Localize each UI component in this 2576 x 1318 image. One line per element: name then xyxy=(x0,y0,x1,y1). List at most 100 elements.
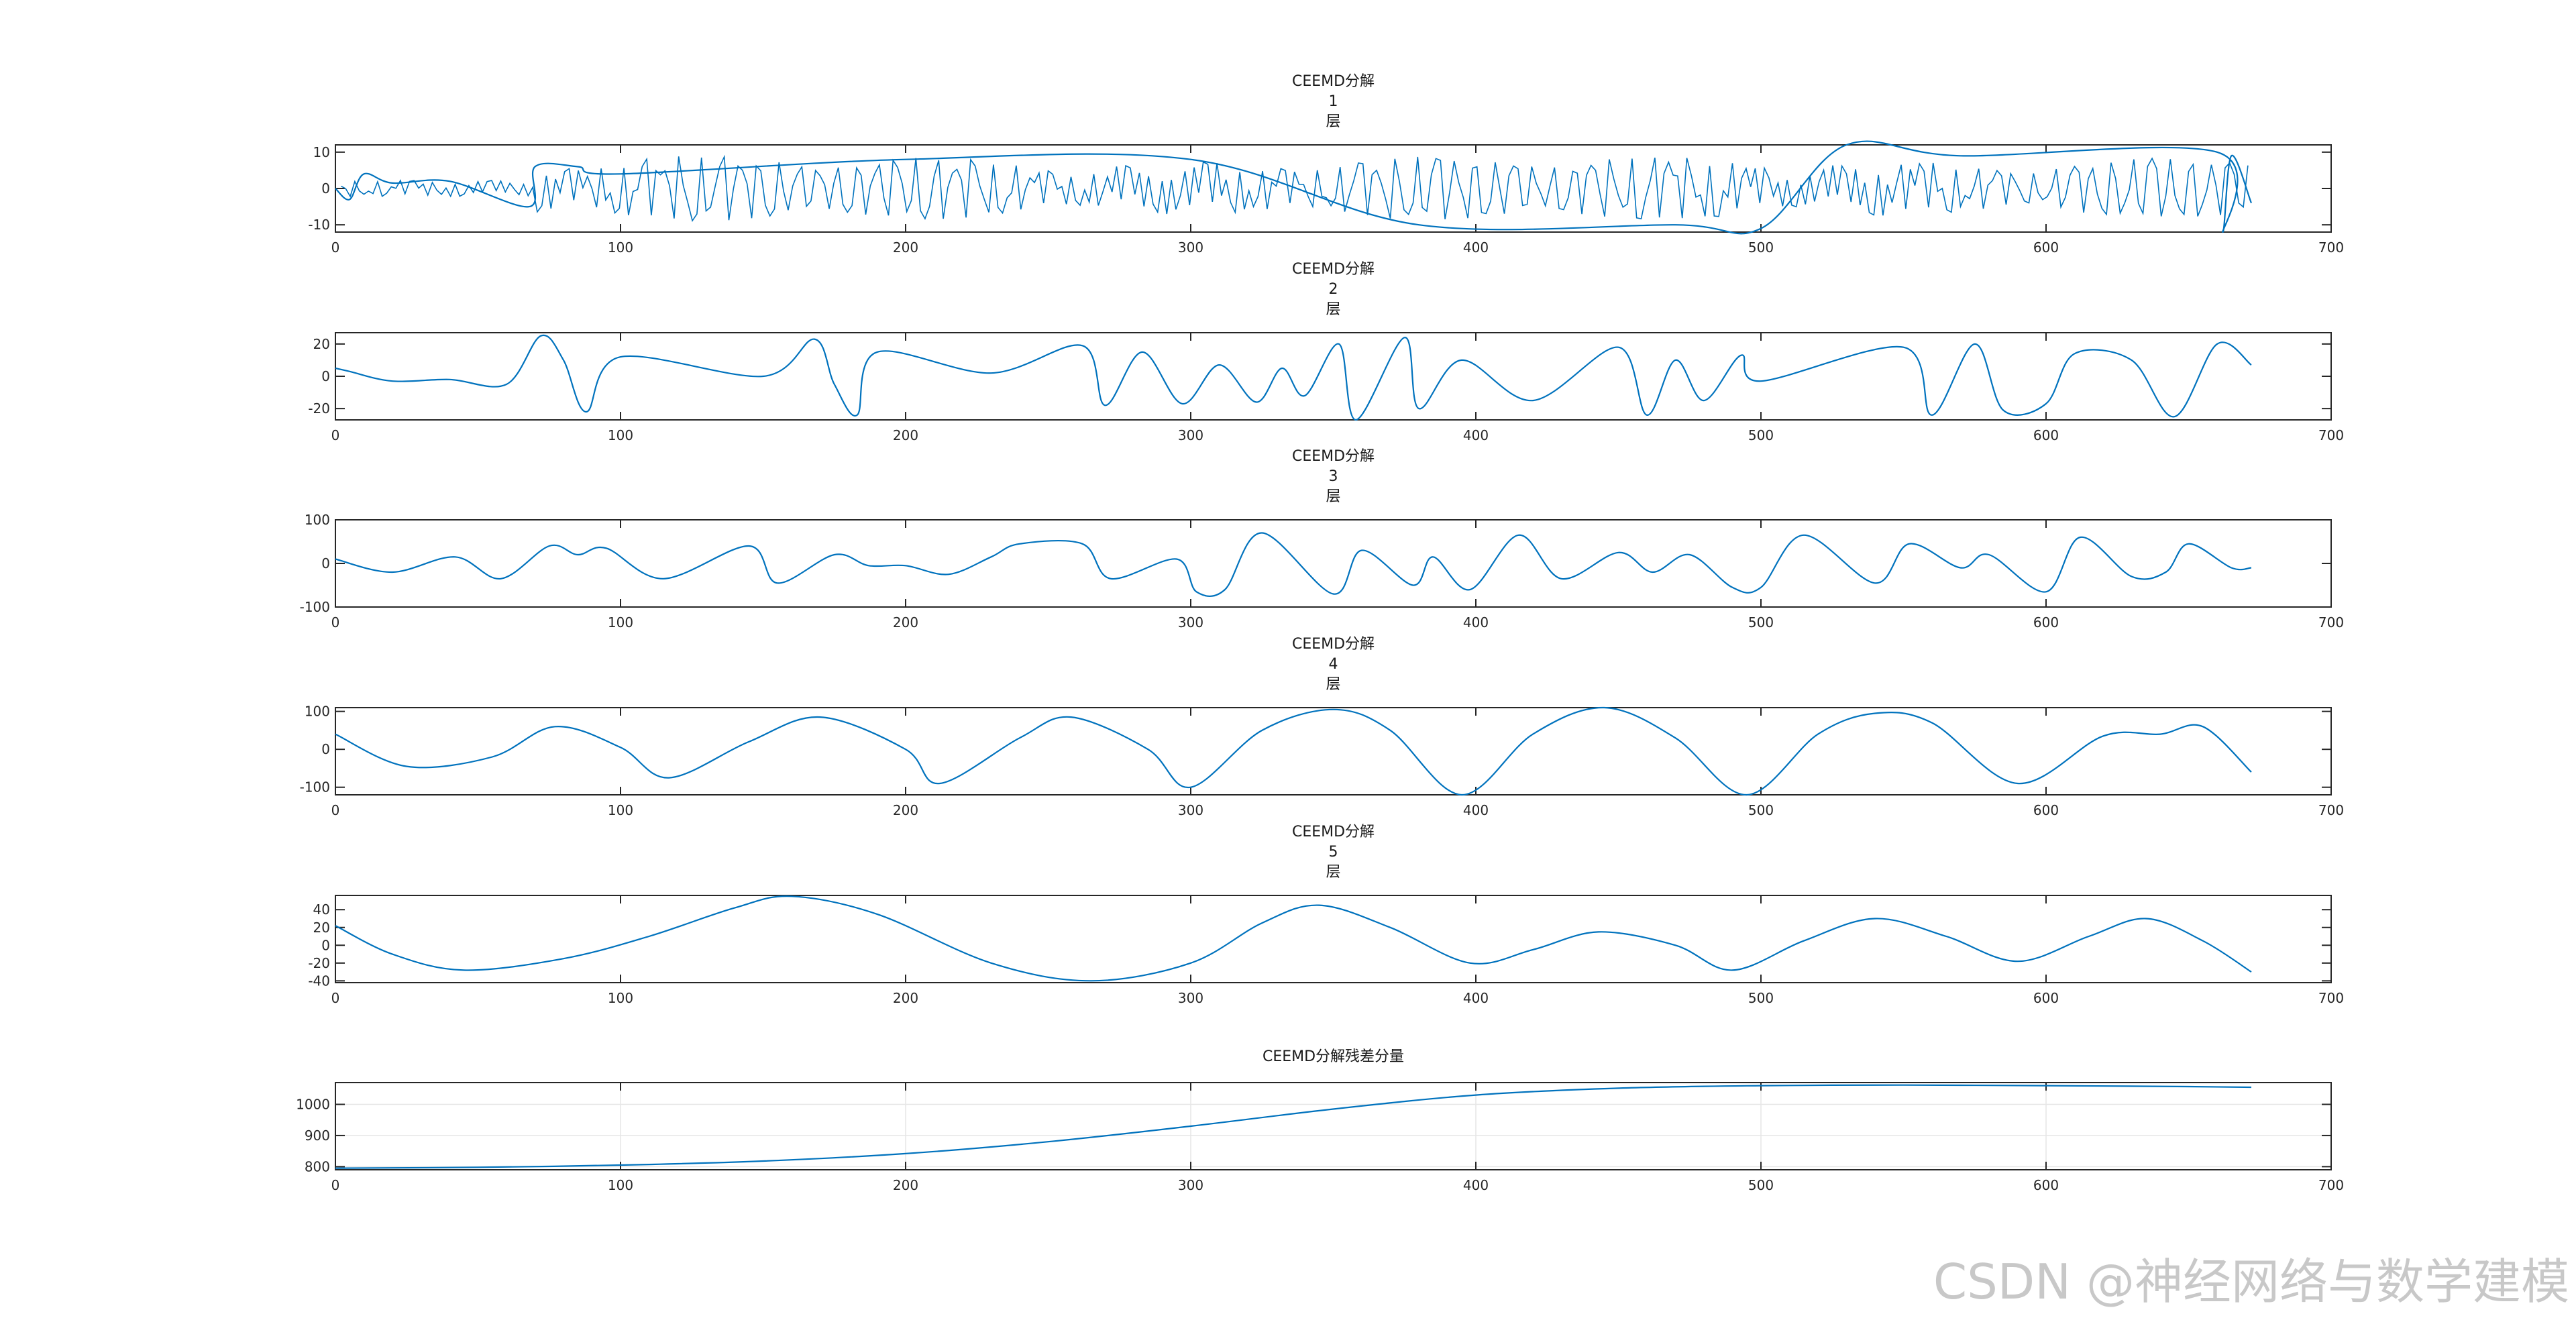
x-tick-label: 300 xyxy=(1178,427,1203,443)
subplot-title-line: CEEMD分解残差分量 xyxy=(1263,1048,1404,1065)
axes-frame xyxy=(335,144,2332,233)
series-line xyxy=(335,334,2252,421)
y-tick-label: 1000 xyxy=(296,1097,330,1113)
x-tick-label: 300 xyxy=(1178,990,1203,1006)
subplot-title-line: CEEMD分解 xyxy=(1292,73,1375,90)
x-tick-label: 100 xyxy=(608,990,633,1006)
x-tick-label: 600 xyxy=(2033,239,2059,256)
x-tick-label: 400 xyxy=(1463,802,1489,818)
x-tick-label: 700 xyxy=(2318,614,2344,630)
subplot-title-line: CEEMD分解 xyxy=(1292,448,1375,465)
subplot-title-line: 5 xyxy=(1329,844,1338,861)
x-tick-label: 400 xyxy=(1463,614,1489,630)
series-line xyxy=(335,140,2253,235)
x-tick-label: 200 xyxy=(893,239,918,256)
x-tick-label: 600 xyxy=(2033,614,2059,630)
x-tick-label: 400 xyxy=(1463,1177,1489,1193)
y-tick-label: -10 xyxy=(308,217,330,233)
y-tick-label: 100 xyxy=(305,704,330,720)
x-tick-label: 500 xyxy=(1748,802,1774,818)
y-tick-label: 100 xyxy=(305,512,330,528)
x-tick-label: 700 xyxy=(2318,239,2344,256)
subplot-title-line: CEEMD分解 xyxy=(1292,824,1375,840)
subplot-title-line: CEEMD分解 xyxy=(1292,261,1375,278)
x-tick-label: 0 xyxy=(331,1177,340,1193)
y-tick-label: 0 xyxy=(321,937,330,953)
y-tick-label: 0 xyxy=(321,741,330,757)
x-tick-label: 600 xyxy=(2033,990,2059,1006)
y-tick-label: 40 xyxy=(313,901,330,918)
x-tick-label: 500 xyxy=(1748,1177,1774,1193)
y-tick-label: 800 xyxy=(305,1158,330,1174)
x-tick-label: 400 xyxy=(1463,427,1489,443)
x-tick-label: 300 xyxy=(1178,239,1203,256)
subplot-title-line: 4 xyxy=(1329,656,1338,673)
subplot-title-line: CEEMD分解 xyxy=(1292,636,1375,653)
series-line xyxy=(335,532,2252,598)
subplot-title-line: 层 xyxy=(1326,488,1340,505)
y-tick-label: -20 xyxy=(308,400,330,417)
x-tick-label: 0 xyxy=(331,239,340,256)
y-tick-label: 0 xyxy=(321,368,330,384)
x-tick-label: 0 xyxy=(331,802,340,818)
series-line xyxy=(335,706,2252,796)
axes-frame xyxy=(335,707,2332,795)
x-tick-label: 500 xyxy=(1748,614,1774,630)
y-tick-label: 0 xyxy=(321,555,330,571)
x-tick-label: 300 xyxy=(1178,614,1203,630)
x-tick-label: 600 xyxy=(2033,802,2059,818)
x-tick-label: 200 xyxy=(893,614,918,630)
x-tick-label: 700 xyxy=(2318,990,2344,1006)
x-tick-label: 0 xyxy=(331,614,340,630)
x-tick-label: 500 xyxy=(1748,239,1774,256)
x-tick-label: 400 xyxy=(1463,239,1489,256)
x-tick-label: 500 xyxy=(1748,990,1774,1006)
series-line xyxy=(335,895,2252,982)
subplot-title-line: 层 xyxy=(1326,113,1340,130)
subplot-title-line: 层 xyxy=(1326,676,1340,693)
y-tick-label: -100 xyxy=(300,599,330,615)
y-tick-label: -20 xyxy=(308,955,330,971)
x-tick-label: 700 xyxy=(2318,427,2344,443)
x-tick-label: 500 xyxy=(1748,427,1774,443)
y-tick-label: 0 xyxy=(321,180,330,197)
x-tick-label: 100 xyxy=(608,614,633,630)
x-tick-label: 100 xyxy=(608,239,633,256)
axes-frame xyxy=(335,1082,2332,1170)
subplot-title-line: 2 xyxy=(1329,281,1338,298)
x-tick-label: 200 xyxy=(893,427,918,443)
subplot-title-line: 1 xyxy=(1329,93,1338,110)
axes-frame xyxy=(335,895,2332,983)
x-tick-label: 700 xyxy=(2318,802,2344,818)
x-tick-label: 300 xyxy=(1178,802,1203,818)
y-tick-label: 20 xyxy=(313,336,330,352)
y-tick-label: 20 xyxy=(313,920,330,936)
series-noise-line xyxy=(341,154,2249,223)
x-tick-label: 200 xyxy=(893,1177,918,1193)
x-tick-label: 0 xyxy=(331,990,340,1006)
subplot-title-line: 层 xyxy=(1326,864,1340,881)
y-tick-label: 900 xyxy=(305,1128,330,1144)
series-line xyxy=(335,1084,2252,1169)
subplot-title-line: 3 xyxy=(1329,468,1338,485)
y-tick-label: -40 xyxy=(308,973,330,989)
x-tick-label: 100 xyxy=(608,1177,633,1193)
x-tick-label: 100 xyxy=(608,802,633,818)
x-tick-label: 300 xyxy=(1178,1177,1203,1193)
x-tick-label: 700 xyxy=(2318,1177,2344,1193)
y-tick-label: 10 xyxy=(313,144,330,160)
x-tick-label: 200 xyxy=(893,802,918,818)
x-tick-label: 100 xyxy=(608,427,633,443)
x-tick-label: 0 xyxy=(331,427,340,443)
x-tick-label: 600 xyxy=(2033,427,2059,443)
subplot-title-line: 层 xyxy=(1326,301,1340,318)
csdn-watermark: CSDN @神经网络与数学建模 xyxy=(1933,1254,2569,1310)
y-tick-label: -100 xyxy=(300,779,330,795)
subplot-6: CEEMD分解残差分量 0 100 200 300 400 500 600 700 1000 900… xyxy=(296,1048,2344,1193)
